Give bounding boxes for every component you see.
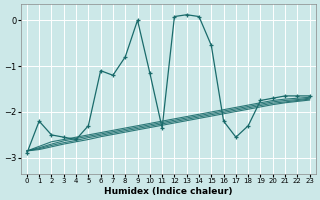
X-axis label: Humidex (Indice chaleur): Humidex (Indice chaleur) xyxy=(104,187,233,196)
